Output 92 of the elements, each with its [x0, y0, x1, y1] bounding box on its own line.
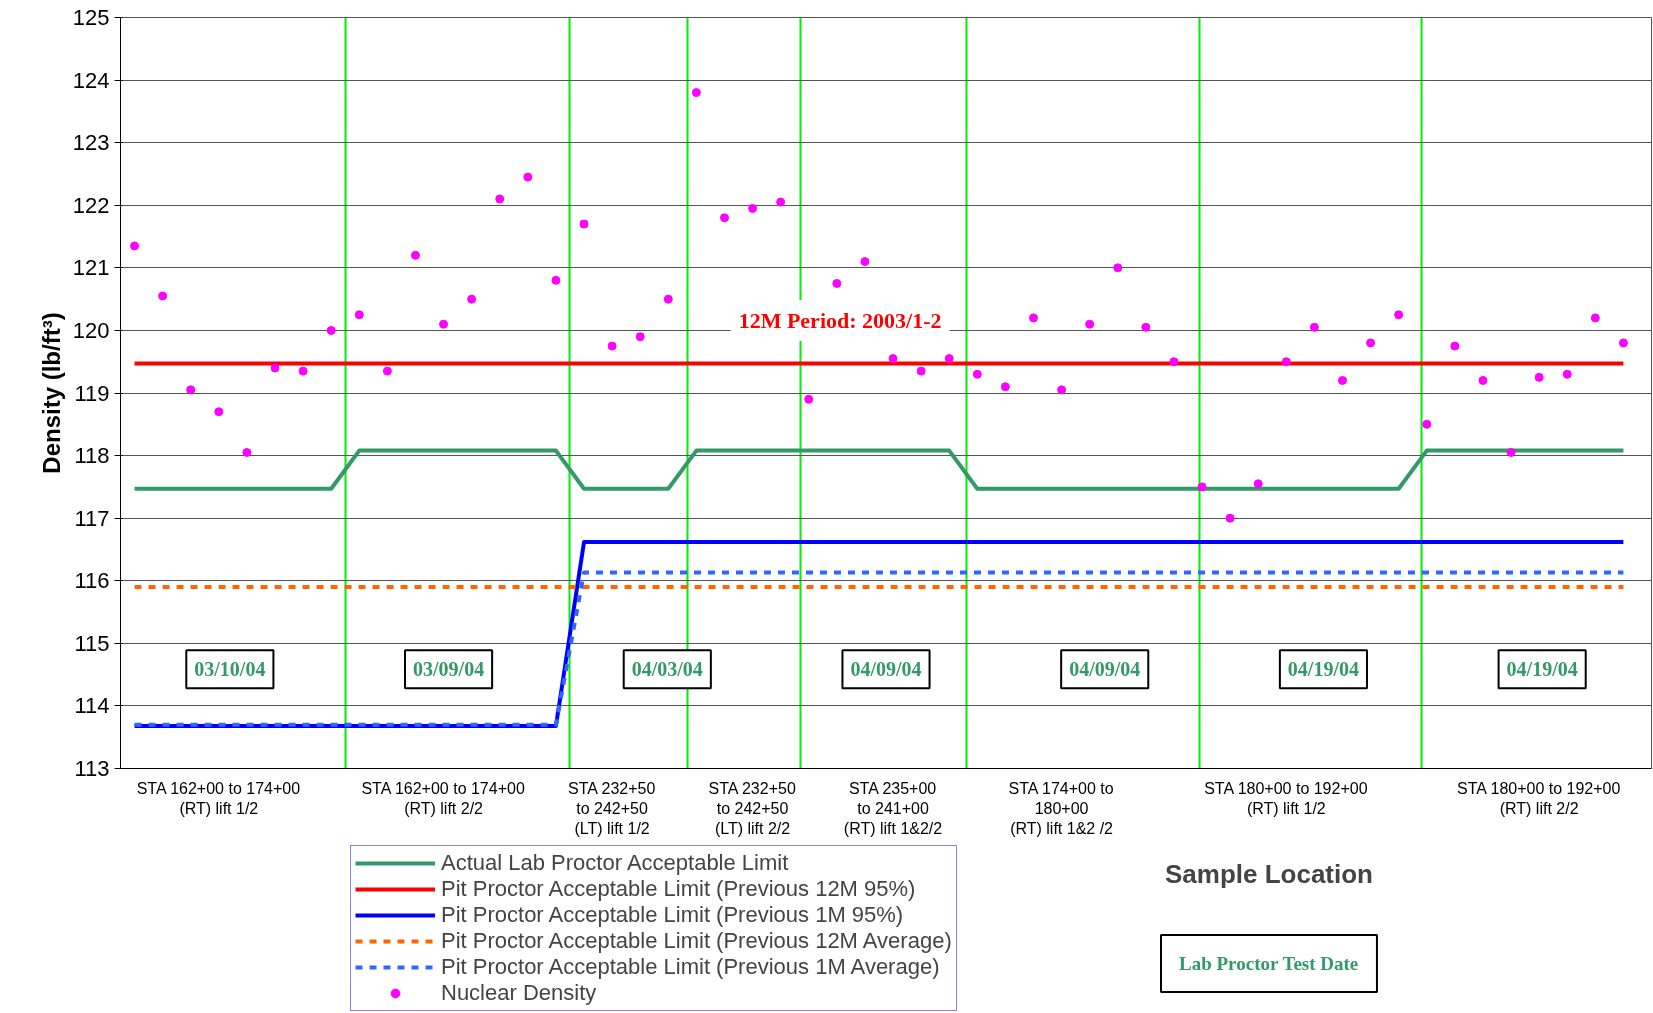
point	[1562, 369, 1572, 379]
point	[1337, 375, 1347, 385]
annotation: 03/09/04	[413, 658, 485, 681]
x-tick-label: STA 174+00 to 180+00 (RT) lift 1&2 /2	[1008, 779, 1114, 838]
point	[242, 447, 252, 457]
y-tick-label: 122	[72, 192, 110, 218]
x-tick-label: STA 162+00 to 174+00 (RT) lift 2/2	[361, 779, 525, 817]
point	[1534, 372, 1544, 382]
x-tick-label: STA 232+50 to 242+50 (LT) lift 1/2	[568, 779, 656, 838]
point	[579, 219, 589, 229]
legend-label: Pit Proctor Acceptable Limit (Previous 12M Average)	[441, 928, 952, 954]
legend-label: Actual Lab Proctor Acceptable Limit	[441, 850, 789, 876]
point	[1422, 419, 1432, 429]
annotation: 03/10/04	[194, 658, 266, 681]
y-tick-label: 113	[74, 756, 110, 781]
point	[1450, 341, 1460, 351]
point	[326, 325, 336, 335]
point	[804, 394, 814, 404]
legend-label: Pit Proctor Acceptable Limit (Previous 1M Average)	[441, 954, 940, 980]
point	[1590, 313, 1600, 323]
x-tick-label: STA 162+00 to 174+00 (RT) lift 1/2	[136, 779, 301, 817]
point	[1618, 338, 1628, 348]
point	[1169, 357, 1179, 367]
point	[1478, 375, 1488, 385]
point	[382, 366, 392, 376]
point	[1281, 357, 1291, 367]
point	[467, 294, 477, 304]
y-tick-label: 116	[74, 568, 110, 594]
point	[1394, 310, 1404, 320]
point	[410, 250, 420, 260]
point	[354, 310, 364, 320]
annotation: 04/03/04	[631, 658, 703, 681]
y-tick-label: 124	[72, 67, 110, 93]
point	[860, 257, 870, 267]
legend-label: Pit Proctor Acceptable Limit (Previous 12M 95%)	[441, 876, 916, 902]
y-tick-label: 120	[72, 317, 110, 343]
point	[1506, 447, 1516, 457]
x-tick-label: STA 232+50 to 242+50 (LT) lift 2/2	[708, 779, 796, 838]
y-tick-label: 123	[72, 130, 110, 156]
point	[663, 294, 673, 304]
point	[916, 366, 926, 376]
point	[719, 213, 729, 223]
point	[944, 354, 954, 364]
point	[748, 203, 758, 213]
point	[607, 341, 617, 351]
point	[635, 332, 645, 342]
point	[523, 172, 533, 182]
legend-label: Nuclear Density	[441, 980, 597, 1006]
x-axis-title: Sample Location	[1164, 858, 1374, 889]
point	[1000, 382, 1010, 392]
annotation: 04/09/04	[1069, 658, 1141, 681]
y-axis-title: Density (lb/ft³)	[37, 312, 65, 474]
point	[214, 407, 224, 417]
y-tick-label: 117	[74, 505, 110, 531]
point	[1225, 513, 1235, 523]
point	[439, 319, 449, 329]
point	[1113, 263, 1123, 273]
x-tick-label: STA 180+00 to 192+00 (RT) lift 2/2	[1456, 779, 1621, 817]
point	[158, 291, 168, 301]
y-tick-label: 125	[72, 5, 110, 30]
point	[1197, 482, 1207, 492]
point	[1141, 322, 1151, 332]
point	[832, 278, 842, 288]
annotation: 04/19/04	[1287, 658, 1359, 681]
annotation: 04/19/04	[1506, 658, 1578, 681]
y-tick-label: 115	[74, 630, 110, 656]
y-tick-label: 114	[74, 693, 110, 719]
point	[972, 369, 982, 379]
y-tick-label: 118	[74, 443, 110, 469]
point	[298, 366, 308, 376]
point	[495, 194, 505, 204]
point	[186, 385, 196, 395]
point	[691, 88, 701, 98]
point	[888, 354, 898, 364]
point	[1366, 338, 1376, 348]
point	[1253, 479, 1263, 489]
point	[1309, 322, 1319, 332]
point	[776, 197, 786, 207]
point	[1057, 385, 1067, 395]
point	[1085, 319, 1095, 329]
legend-label: Pit Proctor Acceptable Limit (Previous 1M 95%)	[441, 902, 904, 928]
point	[130, 241, 140, 251]
text: Lab Proctor Test Date	[1179, 953, 1359, 974]
annotation: 04/09/04	[850, 658, 922, 681]
y-tick-label: 121	[72, 255, 110, 281]
x-tick-label: STA 180+00 to 192+00 (RT) lift 1/2	[1204, 779, 1368, 817]
point	[1028, 313, 1038, 323]
annotation: 12M Period: 2003/1-2	[738, 308, 942, 333]
x-tick-label: STA 235+00 to 241+00 (RT) lift 1&2/2	[843, 779, 943, 838]
point	[270, 363, 280, 373]
point	[551, 275, 561, 285]
y-tick-label: 119	[74, 380, 110, 406]
